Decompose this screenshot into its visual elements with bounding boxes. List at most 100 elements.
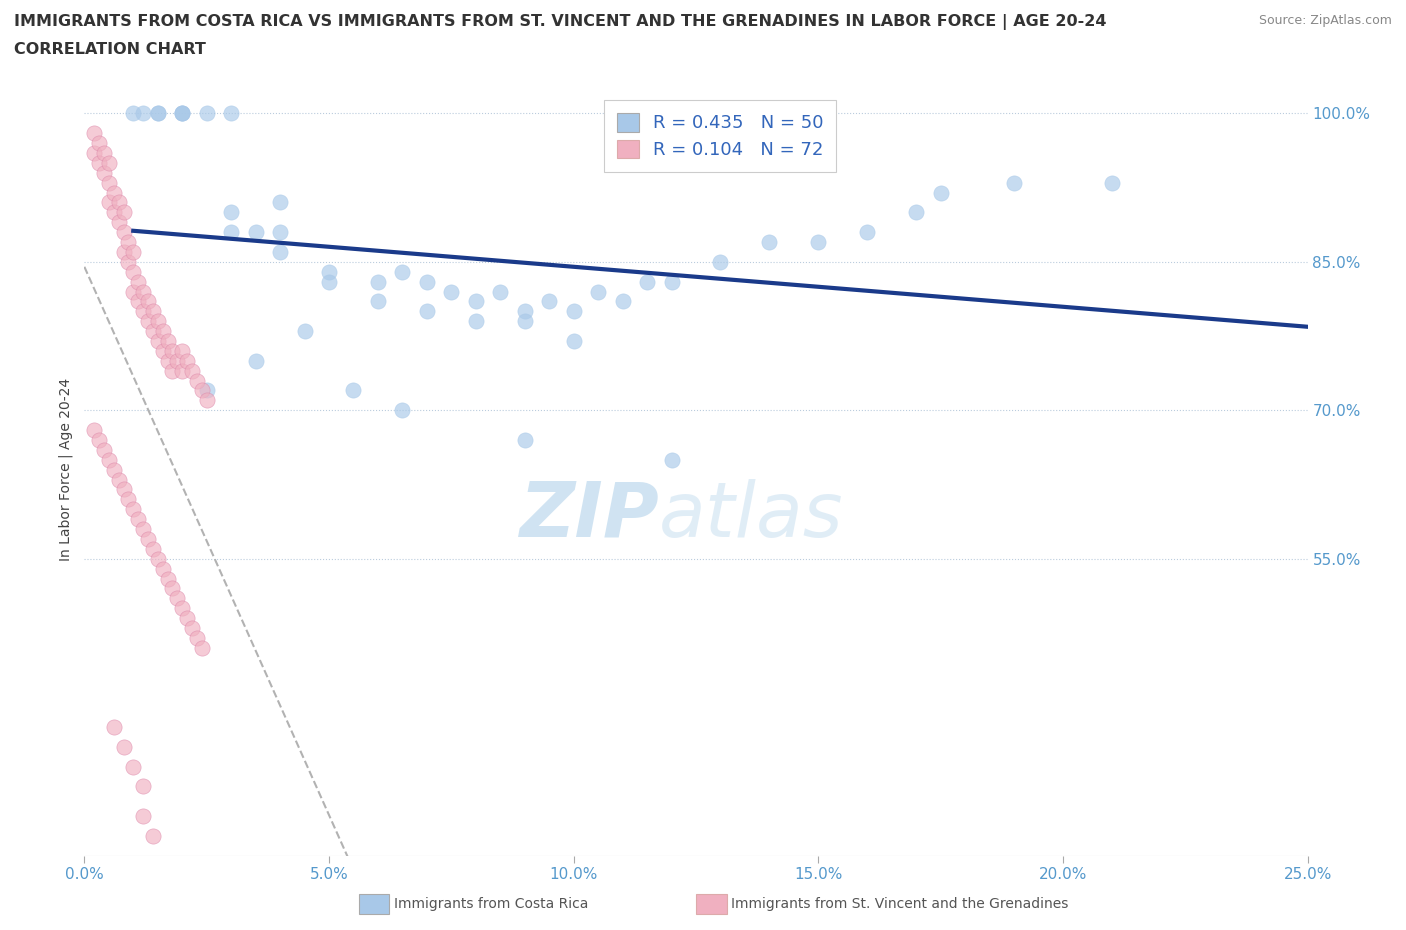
Point (612, 294, 634, 309)
Point (122, 502, 145, 517)
Point (391, 264, 413, 279)
Point (107, 472, 129, 487)
Point (132, 284, 155, 299)
Point (172, 106, 194, 121)
Point (107, 195, 129, 210)
Point (181, 364, 204, 379)
Point (661, 274, 683, 289)
Point (107, 215, 129, 230)
Point (103, 205, 125, 219)
Point (195, 106, 218, 121)
Point (117, 492, 139, 507)
Point (117, 234, 139, 249)
Point (219, 106, 242, 121)
Point (856, 225, 879, 240)
Point (132, 304, 155, 319)
Point (709, 255, 731, 270)
Point (195, 393, 218, 408)
Point (146, 106, 169, 121)
Point (162, 343, 184, 358)
Point (440, 284, 463, 299)
Point (269, 245, 291, 259)
Point (636, 274, 658, 289)
Point (93, 443, 115, 458)
Point (87, 432, 110, 447)
Point (342, 383, 364, 398)
Point (245, 225, 267, 240)
Text: atlas: atlas (659, 479, 844, 553)
Point (191, 383, 214, 398)
Point (103, 462, 125, 477)
Point (186, 631, 208, 645)
Point (83, 145, 105, 160)
Point (103, 720, 125, 735)
Point (318, 274, 340, 289)
Text: Immigrants from Costa Rica: Immigrants from Costa Rica (394, 897, 588, 911)
Point (112, 205, 135, 219)
Point (136, 531, 159, 546)
Point (152, 324, 174, 339)
Point (87, 155, 110, 170)
Point (186, 373, 208, 388)
Point (93, 166, 115, 180)
Point (929, 185, 952, 200)
Point (142, 324, 165, 339)
Point (245, 353, 267, 368)
Point (146, 313, 169, 328)
Point (172, 364, 194, 379)
Point (142, 304, 165, 319)
Point (136, 313, 159, 328)
Point (172, 343, 194, 358)
Point (97, 452, 120, 467)
Point (132, 522, 155, 537)
Point (87, 136, 110, 151)
Point (1101, 175, 1123, 190)
Point (127, 274, 149, 289)
Point (367, 274, 389, 289)
Point (132, 779, 155, 794)
Point (586, 284, 609, 299)
Point (142, 541, 165, 556)
Point (166, 353, 188, 368)
Point (191, 641, 214, 656)
Point (122, 106, 145, 121)
Point (176, 611, 198, 626)
Point (807, 234, 830, 249)
Text: CORRELATION CHART: CORRELATION CHART (14, 42, 205, 57)
Point (122, 264, 145, 279)
Text: ZIP: ZIP (520, 479, 659, 553)
Point (112, 245, 135, 259)
Point (146, 334, 169, 349)
Point (112, 225, 135, 240)
Point (127, 512, 149, 526)
Point (127, 294, 149, 309)
Point (513, 313, 536, 328)
Text: Source: ZipAtlas.com: Source: ZipAtlas.com (1258, 14, 1392, 27)
Point (122, 759, 145, 774)
Point (146, 106, 169, 121)
Point (152, 561, 174, 576)
Point (117, 255, 139, 270)
Point (97, 155, 120, 170)
Point (97, 195, 120, 210)
Point (122, 245, 145, 259)
Point (294, 324, 316, 339)
Text: IMMIGRANTS FROM COSTA RICA VS IMMIGRANTS FROM ST. VINCENT AND THE GRENADINES IN : IMMIGRANTS FROM COSTA RICA VS IMMIGRANTS… (14, 14, 1107, 30)
Point (93, 145, 115, 160)
Point (181, 620, 204, 635)
Text: Immigrants from St. Vincent and the Grenadines: Immigrants from St. Vincent and the Gren… (731, 897, 1069, 911)
Point (269, 195, 291, 210)
Point (562, 304, 585, 319)
Point (162, 581, 184, 596)
Point (162, 364, 184, 379)
Point (489, 284, 512, 299)
Point (318, 264, 340, 279)
Point (661, 452, 683, 467)
Point (269, 225, 291, 240)
Point (166, 591, 188, 605)
Point (538, 294, 561, 309)
Point (195, 383, 218, 398)
Point (464, 294, 486, 309)
Point (1002, 175, 1025, 190)
Point (112, 482, 135, 497)
